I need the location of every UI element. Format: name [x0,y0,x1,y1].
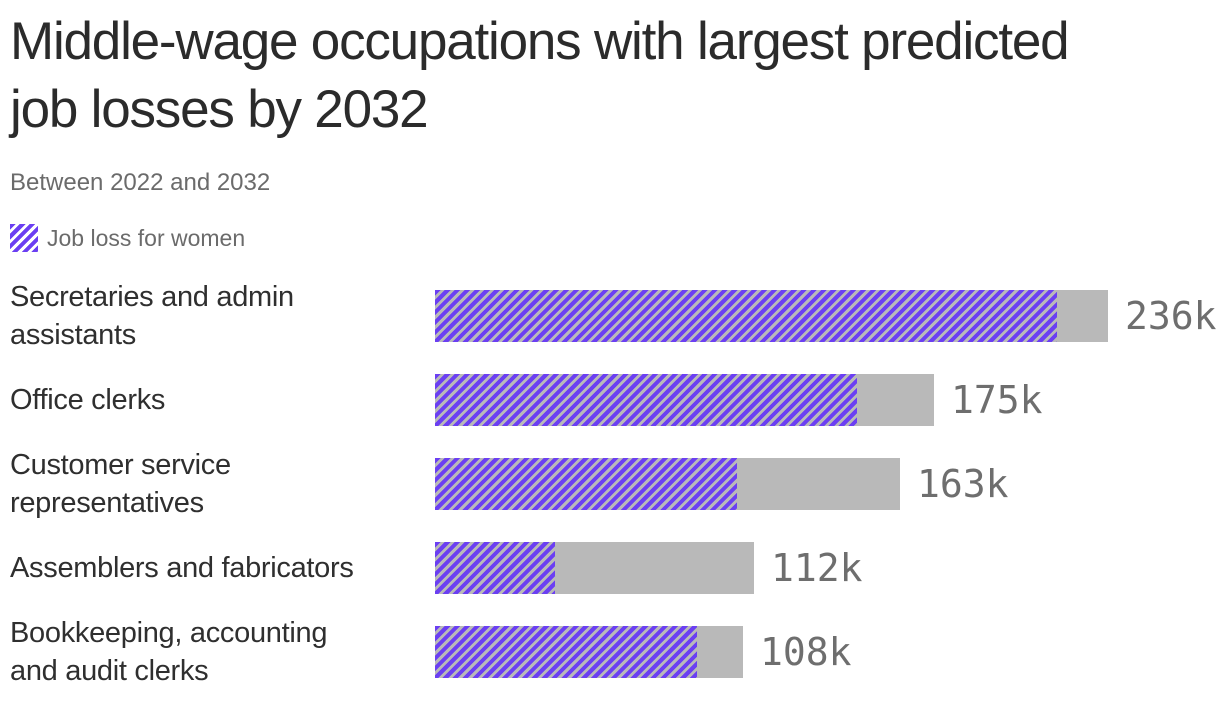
legend: Job loss for women [10,224,1210,252]
bar-total [435,626,743,678]
bar-women [435,290,1057,342]
page-title-line2: job losses by 2032 [10,80,429,139]
category-label: Secretaries and admin assistants [10,281,294,351]
value-label: 163k [917,462,1009,506]
bar-total [435,374,934,426]
category-label: Office clerks [10,384,166,416]
diagonal-stripes-swatch-icon [10,224,38,252]
page-title: Middle-wage occupations with largest pre… [10,8,1210,144]
value-label: 175k [951,378,1043,422]
value-label: 236k [1125,294,1217,338]
chart-row: Assemblers and fabricators 112k [10,542,1210,594]
page-title-line1: Middle-wage occupations with largest pre… [10,12,1070,71]
bar-total [435,290,1108,342]
page-subtitle: Between 2022 and 2032 [10,169,271,196]
chart-row: Secretaries and admin assistants 236k [10,281,1217,351]
category-label: Customer service representatives [10,449,231,519]
category-label: Assemblers and fabricators [10,552,354,584]
value-label: 112k [771,546,863,590]
bar-total [435,542,754,594]
category-label: Bookkeeping, accounting and audit clerks [10,617,328,687]
chart-row: Bookkeeping, accounting and audit clerks… [10,617,1210,687]
bar-women [435,542,555,594]
bar-women [435,374,857,426]
bar-chart: Secretaries and admin assistants 236k Of… [10,281,1217,687]
chart-row: Office clerks 175k [10,374,1210,426]
bar-women [435,458,737,510]
legend-label: Job loss for women [47,224,246,251]
chart-page: Middle-wage occupations with largest pre… [10,8,1217,687]
bar-total [435,458,900,510]
chart-row: Customer service representatives 163k [10,449,1210,519]
value-label: 108k [760,630,852,674]
bar-women [435,626,697,678]
